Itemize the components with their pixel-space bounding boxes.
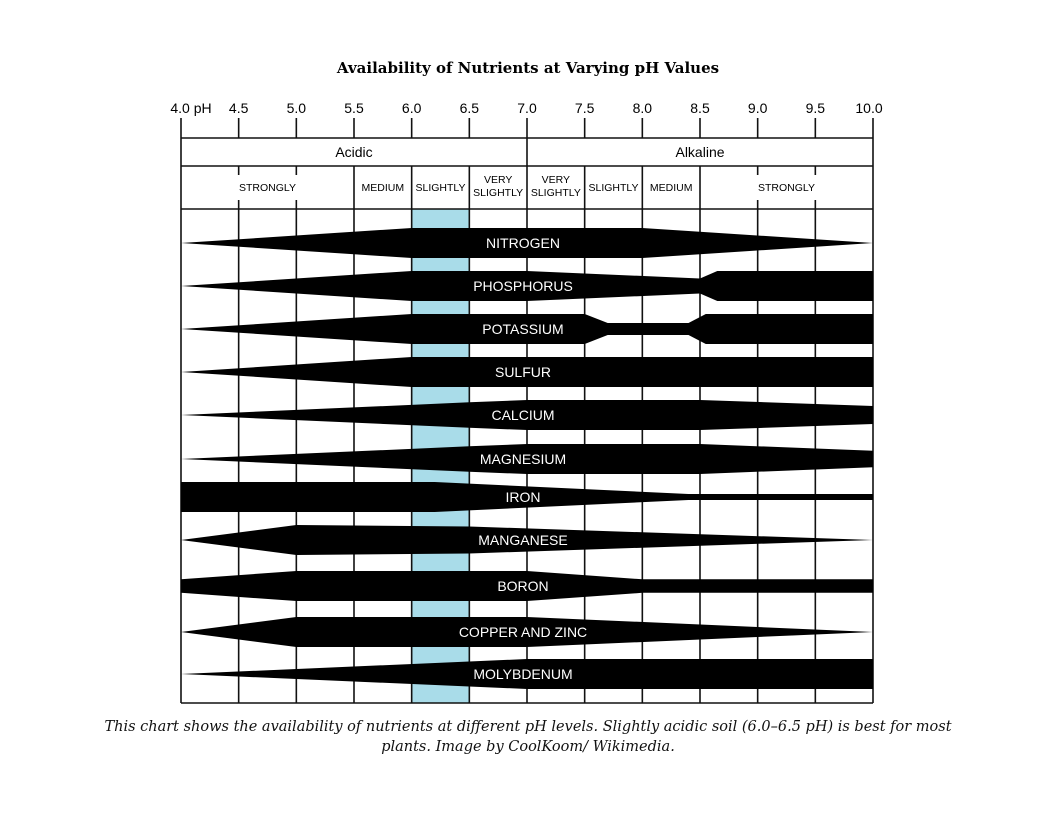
nutrient-band (181, 525, 873, 555)
nutrient-band-label: MANGANESE (478, 532, 567, 548)
caption-line-1: This chart shows the availability of nut… (104, 719, 952, 735)
group-label: Acidic (335, 144, 372, 160)
x-tick-label: 8.5 (690, 100, 710, 116)
nutrient-band-label: COPPER AND ZINC (459, 624, 587, 640)
x-tick-label: 4.0 pH (170, 100, 211, 116)
nutrient-band-label: BORON (497, 578, 548, 594)
subgroup-label: MEDIUM (362, 182, 405, 194)
nutrient-band (181, 571, 873, 601)
nutrient-band (181, 444, 873, 474)
subgroup-label: STRONGLY (758, 182, 815, 194)
x-tick-label: 9.5 (806, 100, 826, 116)
nutrient-band-label: MAGNESIUM (480, 451, 566, 467)
nutrient-band-label: IRON (506, 489, 541, 505)
nutrient-bands: NITROGEN PHOSPHORUS POTASSIUM SULFUR CALCIUM… (181, 228, 873, 689)
subgroup-label: SLIGHTLY (473, 187, 523, 199)
subgroup-label: SLIGHTLY (589, 182, 639, 194)
subgroup-label: SLIGHTLY (531, 187, 581, 199)
x-tick-label: 9.0 (748, 100, 768, 116)
x-tick-label: 7.0 (517, 100, 537, 116)
x-tick-label: 5.0 (287, 100, 307, 116)
nutrient-band (181, 659, 873, 689)
nutrient-band-label: POTASSIUM (482, 321, 563, 337)
nutrient-band-label: MOLYBDENUM (473, 666, 572, 682)
axis-labels: 4.0 pH 4.5 5.0 5.5 6.0 6.5 7.0 7.5 8.0 8.5 9.0 9.5 1… (170, 100, 882, 199)
subgroup-label: STRONGLY (239, 182, 296, 194)
nutrient-band (181, 228, 873, 258)
x-tick-label: 10.0 (855, 100, 882, 116)
nutrient-band-label: NITROGEN (486, 235, 560, 251)
x-tick-label: 6.0 (402, 100, 422, 116)
nutrient-band (181, 482, 873, 512)
nutrient-band (181, 400, 873, 430)
nutrient-band (181, 357, 873, 387)
nutrient-band-label: CALCIUM (491, 407, 554, 423)
x-tick-label: 7.5 (575, 100, 595, 116)
nutrient-band (181, 271, 873, 301)
group-label: Alkaline (675, 144, 724, 160)
subgroup-label: VERY (484, 174, 512, 186)
subgroup-label: SLIGHTLY (416, 182, 466, 194)
x-tick-label: 6.5 (460, 100, 480, 116)
nutrient-band (181, 617, 873, 647)
nutrient-band-label: SULFUR (495, 364, 551, 380)
nutrient-band-label: PHOSPHORUS (473, 278, 573, 294)
caption: This chart shows the availability of nut… (40, 717, 1016, 757)
nutrient-band (181, 314, 873, 344)
x-tick-label: 8.0 (633, 100, 653, 116)
subgroup-label: MEDIUM (650, 182, 693, 194)
x-tick-label: 4.5 (229, 100, 249, 116)
caption-line-2: plants. Image by CoolKoom/ Wikimedia. (381, 739, 675, 755)
x-tick-label: 5.5 (344, 100, 364, 116)
chart-title: Availability of Nutrients at Varying pH … (336, 59, 719, 77)
subgroup-label: VERY (542, 174, 570, 186)
